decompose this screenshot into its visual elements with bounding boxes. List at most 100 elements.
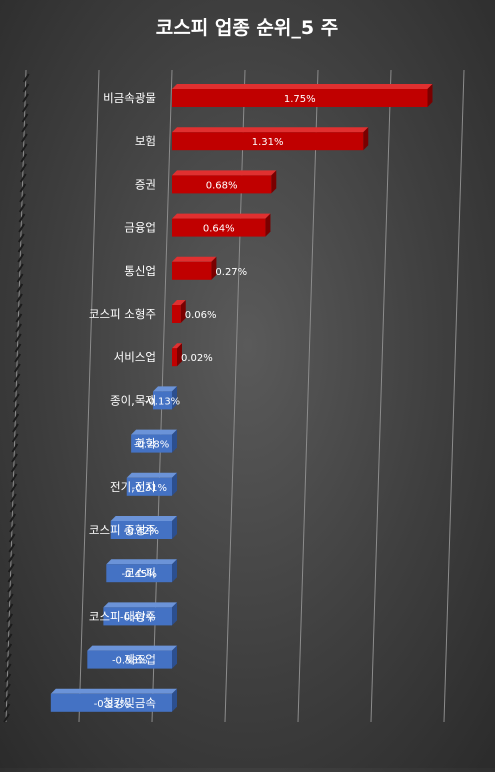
wall-hatch: [3, 713, 10, 723]
wall-hatch: [3, 703, 11, 713]
category-label: 금융업: [124, 221, 156, 235]
bar-front: [87, 650, 172, 669]
bar-side: [177, 343, 182, 367]
wall-hatch: [22, 73, 30, 83]
data-label: -0.83%: [94, 699, 129, 710]
category-label: 코스피: [124, 566, 156, 580]
wall-hatch: [21, 113, 29, 123]
wall-hatch: [6, 613, 14, 623]
wall-hatch: [22, 83, 30, 93]
wall-hatch: [14, 363, 21, 373]
bar-front: [172, 261, 212, 280]
bar-front: [172, 305, 181, 323]
category-label: 코스피 소형주: [89, 307, 156, 321]
wall-hatch: [17, 253, 25, 263]
data-label: 1.31%: [252, 137, 284, 148]
wall-hatch: [5, 643, 13, 653]
category-label: 종이,목재: [110, 393, 156, 407]
bar-front: [126, 477, 172, 496]
data-label: 0.06%: [185, 310, 217, 321]
wall-hatch: [20, 163, 27, 173]
bar-front: [172, 175, 272, 194]
wall-hatch: [11, 443, 19, 453]
wall-hatch: [20, 153, 28, 163]
chart-title: 코스피 업종 순위_5 주: [156, 17, 338, 39]
bar: [172, 256, 217, 280]
data-label: 0.68%: [206, 180, 238, 191]
bar-top: [172, 213, 271, 219]
wall-hatch: [13, 393, 20, 403]
wall-hatch: [16, 273, 24, 283]
wall-hatch: [18, 223, 26, 233]
grid-line: [224, 69, 246, 723]
wall-hatch: [8, 533, 16, 543]
grid-line: [443, 69, 465, 723]
bar: [110, 516, 177, 539]
wall-hatch: [21, 103, 29, 113]
wall-hatch: [19, 193, 26, 203]
bar-top: [126, 472, 177, 478]
category-label: 서비스업: [114, 350, 156, 364]
bar-front: [50, 693, 172, 712]
wall-hatch: [13, 373, 21, 383]
wall-hatch: [8, 553, 15, 563]
bar-front: [106, 564, 172, 583]
bar-top: [172, 343, 182, 349]
category-label: 철강및금속: [103, 696, 156, 710]
wall-hatch: [19, 173, 27, 183]
bar-front: [110, 521, 172, 539]
bar-top: [106, 559, 177, 565]
bar-side: [427, 84, 433, 107]
bar-top: [172, 256, 217, 262]
wall-hatch: [17, 263, 24, 273]
bar-top: [103, 602, 177, 608]
wall-hatch: [15, 303, 23, 313]
grid-line: [297, 69, 319, 723]
wall-hatch: [11, 433, 19, 443]
bar-side: [271, 170, 277, 194]
bar: [153, 386, 177, 410]
wall-hatch: [12, 423, 19, 433]
data-label: 1.75%: [284, 94, 316, 105]
category-label: 코스피 대형주: [89, 609, 156, 623]
labels: 비금속광물 1.75% 보험 1.31% 증권 0.68% 금융업 0.64% 통신업 0.27%…: [89, 91, 316, 710]
wall-hatch: [8, 543, 16, 553]
data-label: 0.02%: [181, 353, 213, 364]
wall-hatch: [6, 603, 14, 613]
category-label: 비금속광물: [103, 91, 156, 105]
wall-hatch: [9, 513, 17, 523]
bar: [172, 300, 186, 323]
wall-hatch: [11, 453, 18, 463]
wall-hatch: [6, 623, 13, 633]
bar-front: [172, 89, 428, 107]
data-label: -0.28%: [134, 440, 169, 451]
category-label: 증권: [135, 177, 156, 191]
wall-hatch: [14, 353, 22, 363]
wall-hatch: [4, 673, 12, 683]
bar: [172, 170, 277, 194]
bar-side: [172, 645, 177, 669]
wall-hatch: [12, 403, 20, 413]
bar-front: [172, 132, 364, 151]
bar-top: [172, 300, 186, 305]
data-label: -0.13%: [145, 396, 180, 407]
wall-hatch: [9, 503, 17, 513]
bar: [50, 688, 177, 712]
wall-hatch: [4, 663, 12, 673]
bar-side: [172, 429, 177, 453]
grid-lines: [3, 69, 465, 723]
bar: [103, 602, 177, 626]
grid-line: [78, 69, 100, 723]
wall-hatch: [17, 243, 25, 253]
category-label: 통신업: [124, 264, 156, 278]
wall-hatch: [9, 523, 16, 533]
wall-hatch: [14, 343, 22, 353]
category-label: 코스피 중형주: [89, 523, 156, 537]
bar-side: [172, 559, 177, 583]
bar-side: [172, 516, 177, 539]
category-label: 보험: [135, 134, 156, 148]
bar-side: [180, 300, 186, 323]
wall-hatch: [10, 463, 18, 473]
bar: [172, 84, 433, 107]
